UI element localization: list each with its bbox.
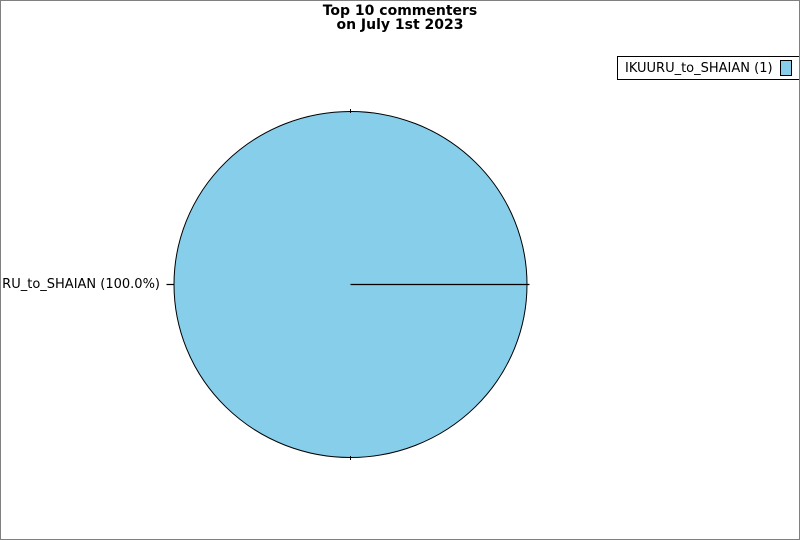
legend: IKUURU_to_SHAIAN (1) [617, 56, 799, 80]
legend-swatch [779, 60, 792, 76]
legend-entry-label: IKUURU_to_SHAIAN (1) [625, 60, 773, 76]
pie-slice-label: IKUURU_to_SHAIAN (100.0%) [1, 276, 160, 292]
chart-title-line2: on July 1st 2023 [336, 16, 464, 33]
chart-title: Top 10 commenters on July 1st 2023 [1, 3, 799, 33]
chart-title-line1: Top 10 commenters [322, 3, 478, 19]
legend-swatch-rect [779, 60, 792, 76]
